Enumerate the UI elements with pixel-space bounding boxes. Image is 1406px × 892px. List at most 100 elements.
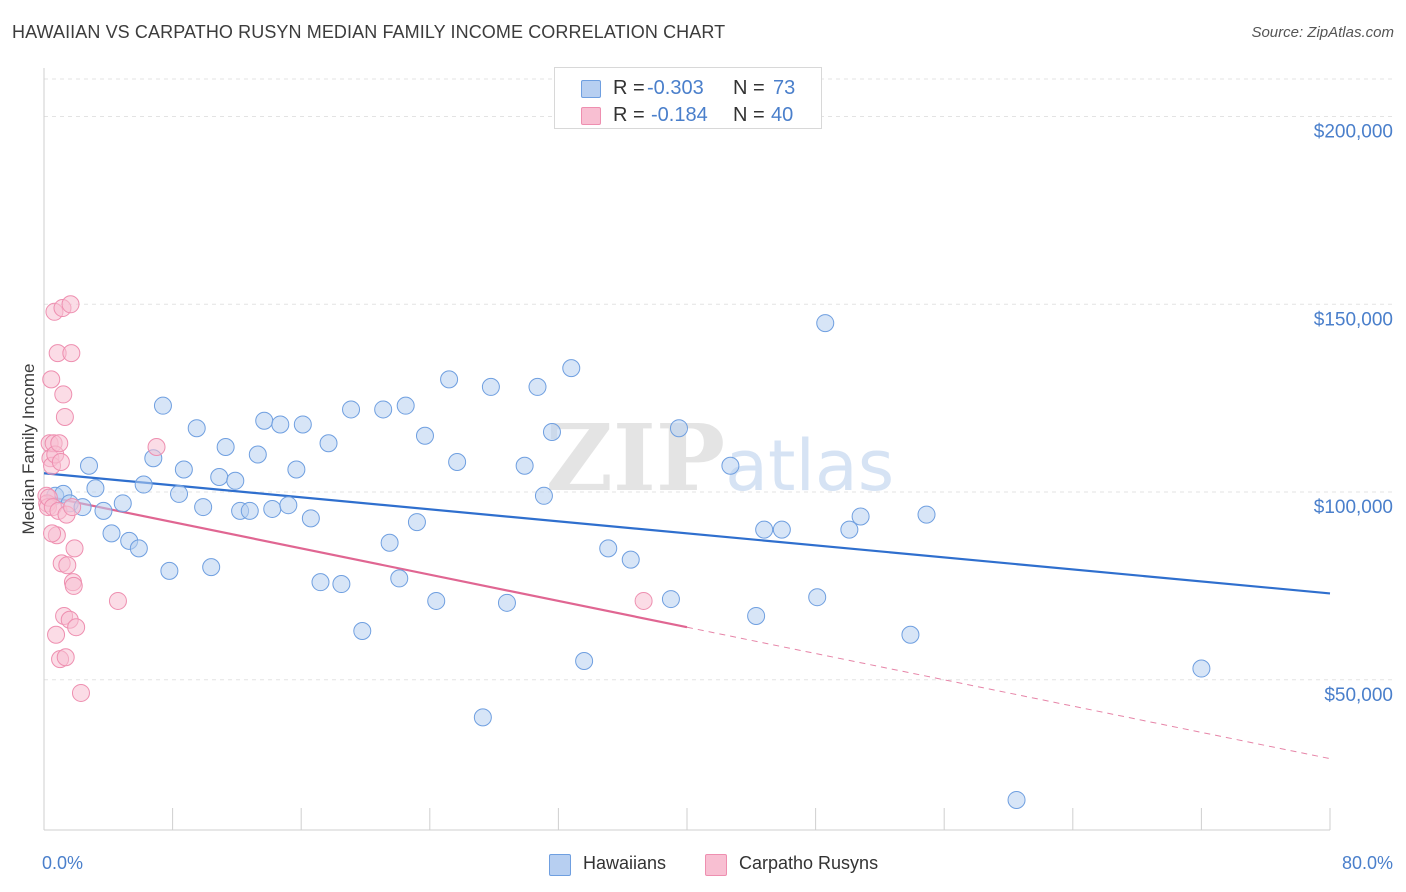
series-legend: Hawaiians Carpatho Rusyns [0,852,1406,878]
point-hawaiians [194,498,213,517]
y-tick-label: $50,000 [1324,685,1393,706]
tick-labels: $50,000 $100,000 $150,000 $200,000 0.0% 80.0% [42,122,1393,873]
point-hawaiians [562,359,581,378]
point-hawaiians [240,501,259,520]
point-hawaiians [319,434,338,453]
point-hawaiians [515,456,534,475]
point-hawaiians [816,314,835,333]
point-hawaiians [380,533,399,552]
series-swatch-hawaiians [549,854,571,876]
point-hawaiians [755,520,774,539]
point-hawaiians [528,377,547,396]
point-hawaiians [542,422,561,441]
point-hawaiians [917,505,936,524]
legend-n-label: N = [733,77,765,99]
point-hawaiians [621,550,640,569]
axes [43,68,1331,831]
source-label: Source: ZipAtlas.com [1251,24,1394,41]
point-hawaiians [669,419,688,438]
point-hawaiians [94,501,113,520]
point-hawaiians [440,370,459,389]
point-hawaiians [415,426,434,445]
point-hawaiians [187,419,206,438]
legend-n-label: N = [733,104,765,126]
point-hawaiians [134,475,153,494]
point-hawaiians [374,400,393,419]
point-hawaiians [174,460,193,479]
trend-line-dashed-1 [686,626,1331,760]
x-tick-label: 80.0% [1342,853,1393,873]
point-hawaiians [851,507,870,526]
point-hawaiians [840,520,859,539]
point-carpatho-rusyns [147,437,166,456]
point-hawaiians [153,396,172,415]
legend-swatch-carpatho-rusyns [581,107,601,125]
series-label-hawaiians: Hawaiians [583,853,667,873]
point-hawaiians [279,496,298,515]
point-hawaiians [481,377,500,396]
point-hawaiians [747,606,766,625]
point-carpatho-rusyns [62,344,81,363]
point-hawaiians [534,486,553,505]
legend-row-carpatho-rusyns: R = -0.184 N = 40 [555,101,821,129]
y-tick-label: $100,000 [1314,497,1393,518]
x-tick-label: 0.0% [42,853,83,873]
point-hawaiians [427,591,446,610]
point-hawaiians [271,415,290,434]
point-hawaiians [287,460,306,479]
trend-line-0 [43,472,1331,595]
correlation-legend: R = -0.303 N = 73 R = -0.184 N = 40 [554,67,822,129]
point-hawaiians [293,415,312,434]
point-carpatho-rusyns [47,625,66,644]
point-hawaiians [102,524,121,543]
point-hawaiians [1007,790,1026,809]
point-hawaiians [808,588,827,607]
point-carpatho-rusyns [43,524,62,543]
point-hawaiians [301,509,320,528]
data-points [37,295,1211,809]
series-swatch-carpatho-rusyns [705,854,727,876]
point-hawaiians [1192,659,1211,678]
point-hawaiians [160,561,179,580]
point-hawaiians [473,708,492,727]
point-hawaiians [80,456,99,475]
legend-n-value-hawaiians: 73 [773,77,796,99]
y-tick-label: $200,000 [1314,122,1393,143]
point-hawaiians [255,411,274,430]
point-carpatho-rusyns [50,434,69,453]
point-hawaiians [901,625,920,644]
legend-r-label: R = [613,104,645,126]
trend-lines [43,472,1331,760]
point-hawaiians [202,558,221,577]
point-hawaiians [772,520,791,539]
point-carpatho-rusyns [634,591,653,610]
point-hawaiians [599,539,618,558]
point-carpatho-rusyns [71,683,90,702]
legend-n-value-carpatho-rusyns: 40 [771,104,794,126]
point-hawaiians [86,479,105,498]
point-hawaiians [497,593,516,612]
point-carpatho-rusyns [61,295,80,314]
point-hawaiians [263,499,282,518]
legend-r-label: R = [613,77,645,99]
point-hawaiians [311,573,330,592]
point-carpatho-rusyns [58,556,77,575]
point-hawaiians [248,445,267,464]
legend-r-value-hawaiians: -0.303 [647,77,704,99]
point-carpatho-rusyns [67,618,86,637]
point-hawaiians [575,652,594,671]
point-carpatho-rusyns [42,370,61,389]
point-carpatho-rusyns [64,576,83,595]
point-hawaiians [210,468,229,487]
legend-swatch-hawaiians [581,80,601,98]
gridlines [44,78,1396,681]
point-carpatho-rusyns [65,539,84,558]
point-hawaiians [721,456,740,475]
legend-r-value-carpatho-rusyns: -0.184 [651,104,708,126]
point-hawaiians [342,400,361,419]
point-carpatho-rusyns [108,591,127,610]
legend-row-hawaiians: R = -0.303 N = 73 [555,74,821,102]
point-hawaiians [353,621,372,640]
point-hawaiians [113,494,132,513]
